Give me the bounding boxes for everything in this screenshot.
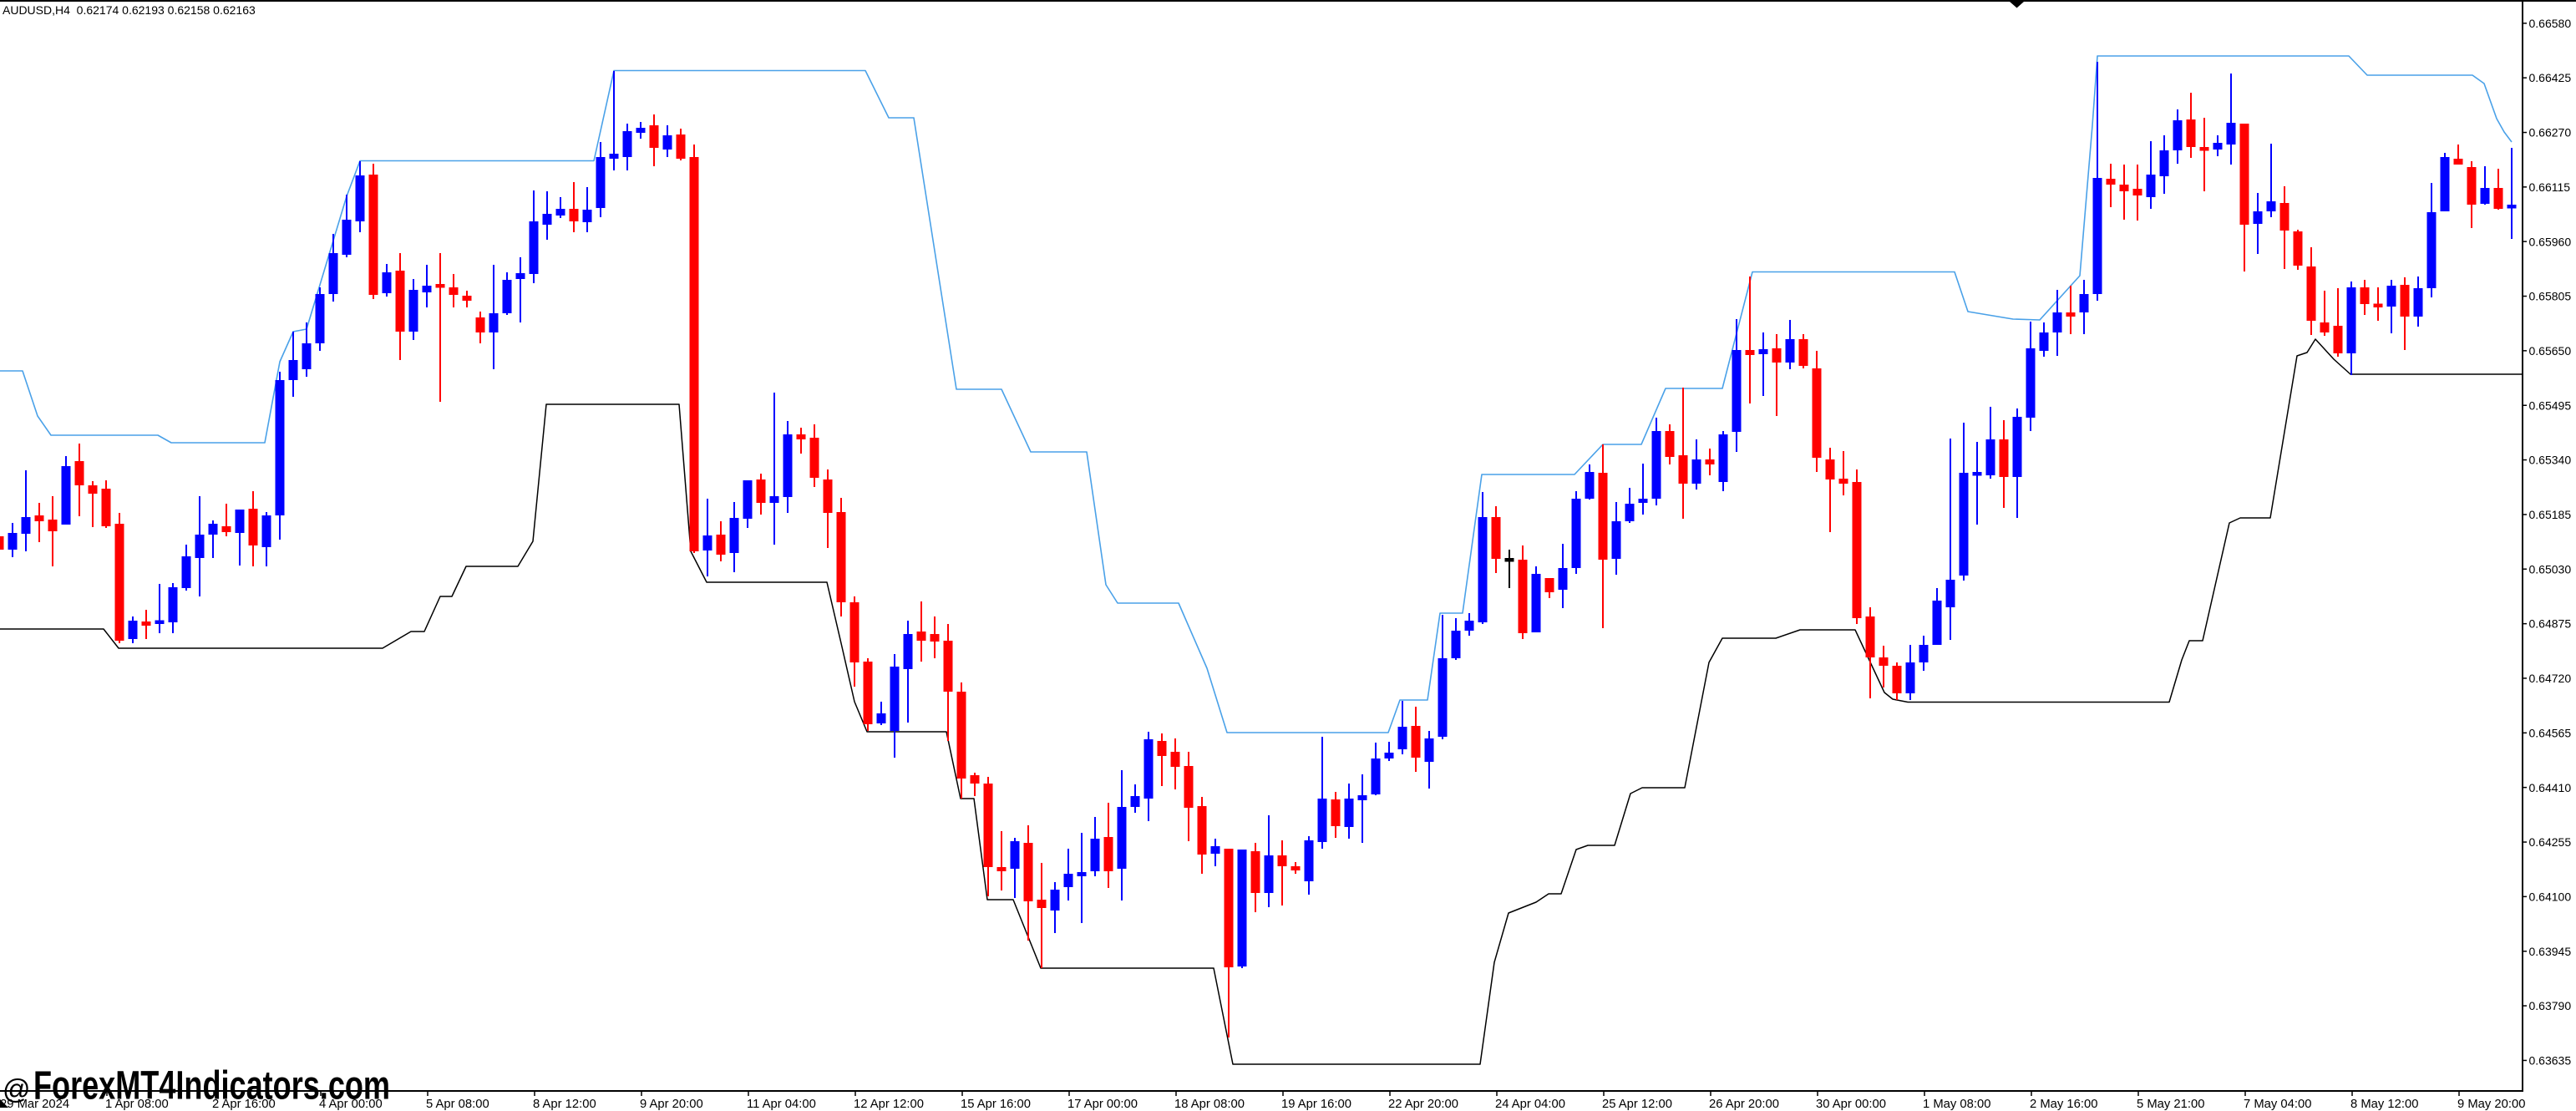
svg-text:12 Apr 12:00: 12 Apr 12:00 <box>854 1098 924 1111</box>
svg-text:30 Apr 00:00: 30 Apr 00:00 <box>1816 1098 1886 1111</box>
svg-text:19 Apr 16:00: 19 Apr 16:00 <box>1281 1098 1351 1111</box>
svg-text:0.64720: 0.64720 <box>2529 672 2572 685</box>
svg-text:8 May 12:00: 8 May 12:00 <box>2350 1098 2418 1111</box>
svg-text:5 Apr 08:00: 5 Apr 08:00 <box>426 1098 489 1111</box>
svg-text:0.64255: 0.64255 <box>2529 835 2572 849</box>
svg-text:0.65185: 0.65185 <box>2529 508 2572 521</box>
svg-text:17 Apr 00:00: 17 Apr 00:00 <box>1067 1098 1138 1111</box>
svg-text:0.64875: 0.64875 <box>2529 617 2572 631</box>
svg-text:1 Apr 08:00: 1 Apr 08:00 <box>105 1098 169 1111</box>
svg-text:0.66580: 0.66580 <box>2529 17 2572 30</box>
svg-text:0.65805: 0.65805 <box>2529 290 2572 303</box>
svg-text:0.63945: 0.63945 <box>2529 945 2572 958</box>
svg-text:ForexMT4Indicators.com: ForexMT4Indicators.com <box>33 1064 390 1108</box>
svg-text:18 Apr 08:00: 18 Apr 08:00 <box>1174 1098 1245 1111</box>
svg-text:AUDUSD,H4 0.62174 0.62193 0.6: AUDUSD,H4 0.62174 0.62193 0.62158 0.6216… <box>3 3 256 17</box>
svg-text:7 May 04:00: 7 May 04:00 <box>2244 1098 2311 1111</box>
svg-text:0.65030: 0.65030 <box>2529 562 2572 576</box>
svg-text:1 May 08:00: 1 May 08:00 <box>1923 1098 1990 1111</box>
svg-text:0.65495: 0.65495 <box>2529 398 2572 412</box>
svg-text:0.66115: 0.66115 <box>2529 180 2571 194</box>
svg-text:24 Apr 04:00: 24 Apr 04:00 <box>1495 1098 1565 1111</box>
svg-text:11 Apr 04:00: 11 Apr 04:00 <box>747 1098 816 1111</box>
svg-text:0.66270: 0.66270 <box>2529 126 2572 140</box>
svg-text:2 Apr 16:00: 2 Apr 16:00 <box>212 1098 276 1111</box>
svg-text:@: @ <box>3 1073 31 1104</box>
svg-text:15 Apr 16:00: 15 Apr 16:00 <box>961 1098 1031 1111</box>
svg-text:0.65650: 0.65650 <box>2529 344 2572 358</box>
svg-text:26 Apr 20:00: 26 Apr 20:00 <box>1709 1098 1779 1111</box>
svg-text:25 Apr 12:00: 25 Apr 12:00 <box>1602 1098 1672 1111</box>
svg-text:0.66425: 0.66425 <box>2529 71 2572 84</box>
svg-text:4 Apr 00:00: 4 Apr 00:00 <box>319 1098 383 1111</box>
svg-text:0.63790: 0.63790 <box>2529 999 2572 1012</box>
svg-text:0.63635: 0.63635 <box>2529 1054 2572 1068</box>
svg-text:22 Apr 20:00: 22 Apr 20:00 <box>1388 1098 1458 1111</box>
svg-text:9 May 20:00: 9 May 20:00 <box>2457 1098 2525 1111</box>
svg-text:29 Mar 2024: 29 Mar 2024 <box>0 1098 69 1111</box>
svg-text:0.65960: 0.65960 <box>2529 235 2572 248</box>
svg-text:0.64565: 0.64565 <box>2529 726 2572 739</box>
svg-text:9 Apr 20:00: 9 Apr 20:00 <box>640 1098 703 1111</box>
svg-text:0.65340: 0.65340 <box>2529 454 2572 467</box>
svg-text:8 Apr 12:00: 8 Apr 12:00 <box>533 1098 596 1111</box>
svg-text:5 May 21:00: 5 May 21:00 <box>2137 1098 2204 1111</box>
svg-text:0.64100: 0.64100 <box>2529 890 2572 904</box>
svg-text:2 May 16:00: 2 May 16:00 <box>2030 1098 2097 1111</box>
svg-text:0.64410: 0.64410 <box>2529 781 2572 794</box>
